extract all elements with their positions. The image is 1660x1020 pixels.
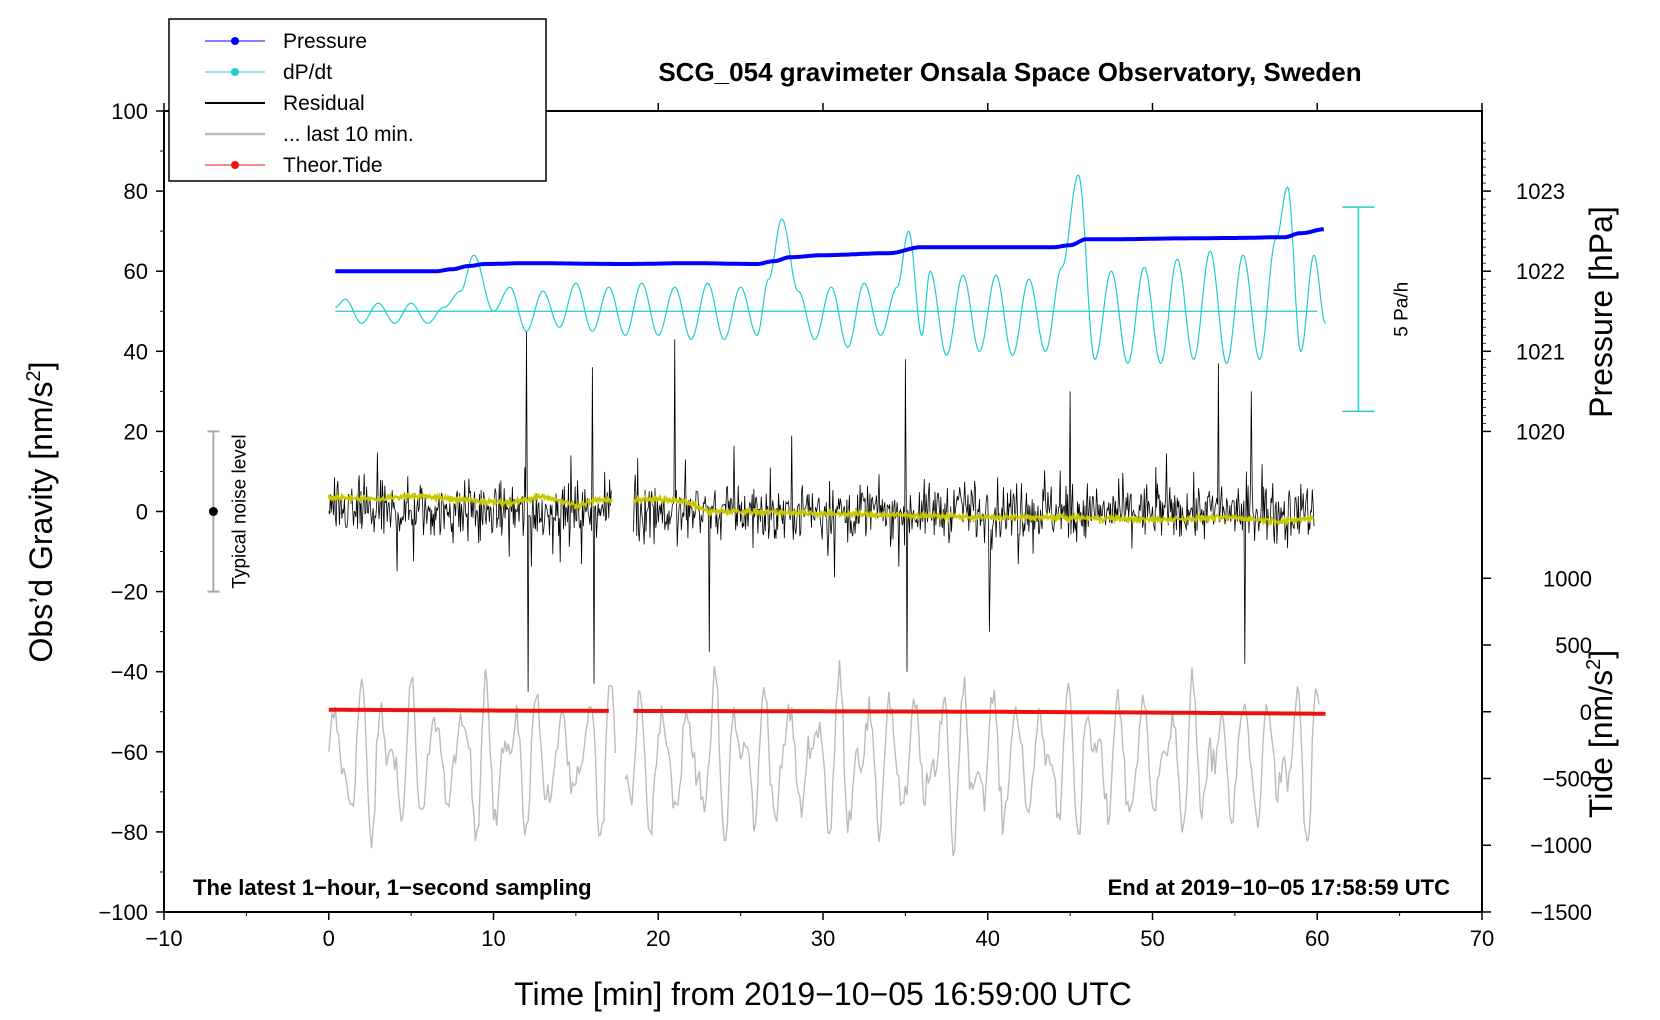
last-10-min-trace-1 [328, 669, 617, 849]
y-tick-label: 100 [111, 99, 148, 124]
noise-center-dot [208, 507, 218, 516]
tide-tick-label: 500 [1555, 633, 1592, 658]
pressure-tick-label: 1022 [1516, 259, 1565, 284]
y-axis-title-close: ] [23, 362, 59, 371]
tide-tick-label: −500 [1542, 766, 1592, 791]
last-10-min-trace-2 [624, 660, 1320, 857]
legend-label-5: Theor.Tide [283, 154, 383, 177]
pressure-trace [335, 227, 1324, 274]
tide-tick-label: 1000 [1543, 566, 1592, 591]
x-tick-label: 10 [481, 926, 505, 951]
legend-label-2: dP/dt [283, 61, 332, 84]
legend-box [168, 18, 547, 182]
pressure-tick-label: 1020 [1516, 419, 1565, 444]
tide-axis-title-main: Tide [nm/s [1583, 670, 1619, 818]
y-tick-label: 60 [124, 259, 148, 284]
pressure-tick-label: 1023 [1516, 179, 1565, 204]
pressure-tick-label: 1021 [1516, 339, 1565, 364]
y-tick-label: −60 [111, 740, 148, 765]
dpdt-trace [335, 174, 1326, 365]
y-tick-label: −100 [98, 900, 148, 925]
x-tick-label: 50 [1140, 926, 1164, 951]
tide-tick-label: −1000 [1530, 833, 1592, 858]
legend-marker-5 [231, 161, 239, 169]
y-tick-label: 80 [124, 179, 148, 204]
residual-trace-1 [328, 331, 612, 692]
y-axis-title-exponent: 2 [23, 370, 45, 381]
sampling-note: The latest 1−hour, 1−second sampling [193, 875, 592, 900]
x-tick-label: −10 [145, 926, 182, 951]
dpdt-scale-label: 5 Pa/h [1391, 282, 1412, 337]
y-axis-title: Obs’d Gravity [nm/s2] [23, 362, 59, 663]
legend-marker-2 [231, 68, 239, 76]
noise-label: Typical noise level [229, 434, 250, 588]
legend-label-3: Residual [283, 92, 365, 115]
x-tick-label: 40 [976, 926, 1000, 951]
legend-label-1: Pressure [283, 30, 367, 53]
tide-tick-label: −1500 [1530, 900, 1592, 925]
tide-tick-label: 0 [1580, 700, 1592, 725]
tide-axis-title-close: ] [1583, 650, 1619, 659]
y-tick-label: 0 [136, 500, 148, 525]
end-time-note: End at 2019−10−05 17:58:59 UTC [1108, 875, 1451, 900]
x-tick-label: 20 [646, 926, 670, 951]
residual-mean-trace-1 [327, 491, 613, 512]
x-axis-title: Time [min] from 2019−10−05 16:59:00 UTC [514, 976, 1132, 1012]
pressure-axis-title: Pressure [hPa] [1583, 206, 1619, 418]
legend-label-4: ... last 10 min. [283, 123, 414, 146]
x-tick-label: 30 [811, 926, 835, 951]
y-tick-label: −20 [111, 580, 148, 605]
residual-mean-trace-2 [632, 493, 1315, 528]
legend: Pressure dP/dt Residual ... last 10 min. The… [168, 18, 547, 182]
x-tick-label: 60 [1305, 926, 1329, 951]
y-tick-label: −40 [111, 660, 148, 685]
tide-trace-1 [328, 707, 609, 713]
tide-axis-title: Tide [nm/s2] [1583, 650, 1619, 818]
chart-title: SCG_054 gravimeter Onsala Space Observat… [658, 57, 1361, 87]
residual-trace-2 [633, 339, 1315, 672]
x-tick-label: 70 [1470, 926, 1494, 951]
y-tick-label: −80 [111, 820, 148, 845]
legend-marker-1 [231, 37, 239, 45]
annotations: Typical noise level 5 Pa/h [207, 206, 1412, 593]
axes: −10 0 10 20 30 40 50 60 70−100−80−60−40−20020406… [98, 99, 1592, 951]
tide-axis-title-exponent: 2 [1583, 659, 1605, 670]
y-axis-title-main: Obs’d Gravity [nm/s [23, 382, 59, 663]
y-tick-label: 40 [124, 339, 148, 364]
y-tick-label: 20 [124, 419, 148, 444]
x-tick-label: 0 [323, 926, 335, 951]
tide-trace-2 [633, 708, 1326, 716]
data-traces [327, 174, 1326, 857]
